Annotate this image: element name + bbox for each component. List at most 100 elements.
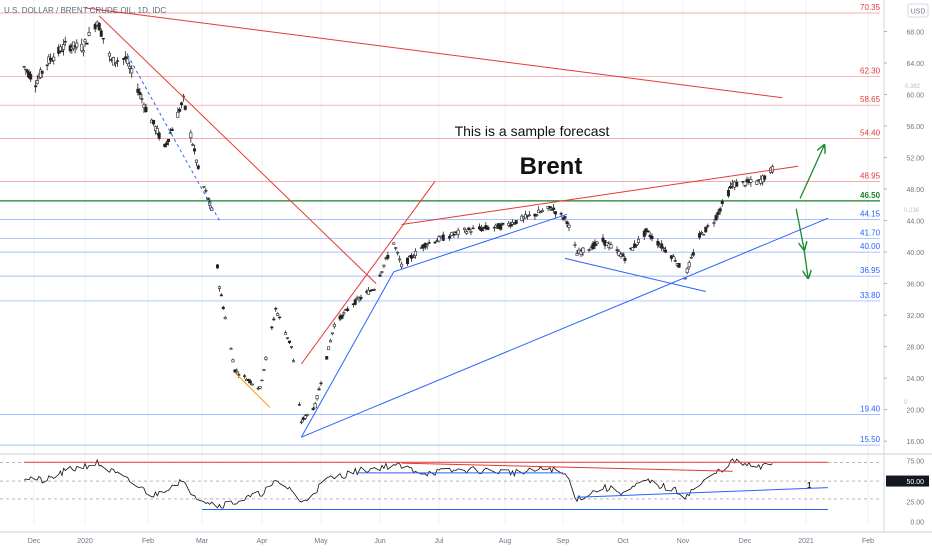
candle — [477, 223, 481, 231]
candle — [284, 330, 288, 335]
candle — [452, 231, 456, 238]
candle — [427, 239, 431, 245]
candle-body — [58, 46, 62, 52]
time-tick-label: Mar — [196, 538, 209, 545]
currency-button-frame[interactable] — [907, 3, 929, 18]
candle — [122, 57, 126, 66]
candle — [329, 338, 333, 343]
candle — [743, 184, 747, 188]
candle-body — [650, 236, 654, 240]
rsi-marker-label: 1 — [807, 481, 812, 490]
candle-body — [716, 211, 720, 215]
candle — [81, 46, 85, 57]
candle-body — [382, 264, 386, 267]
candle-body — [291, 360, 295, 363]
candle — [704, 226, 708, 233]
candle-body — [392, 242, 396, 245]
candle — [274, 306, 278, 312]
price-tick-label: 36.00 — [906, 282, 924, 289]
candle-body — [413, 251, 417, 257]
level-label: 36.95 — [860, 266, 881, 275]
candle-body — [673, 260, 677, 262]
candle-body — [97, 23, 101, 31]
candle — [299, 419, 303, 425]
candle-body — [260, 379, 264, 382]
time-tick-label: 2020 — [77, 538, 93, 545]
candle — [367, 287, 371, 295]
candle-body — [469, 231, 473, 233]
candle-body — [685, 268, 689, 273]
candle-body — [644, 228, 648, 233]
candle-body — [689, 257, 693, 259]
time-tick-label: Sep — [557, 538, 570, 545]
candle — [291, 358, 295, 363]
candle-body — [573, 244, 577, 246]
candle-body — [394, 247, 398, 249]
candle-body — [741, 180, 745, 183]
candle — [29, 71, 33, 83]
candle-body — [246, 379, 250, 381]
candle — [698, 230, 702, 240]
candle-body — [463, 227, 467, 230]
candle — [63, 36, 67, 47]
fib-ratio-label: 0.236 — [904, 208, 920, 214]
trendline — [300, 180, 436, 365]
candle-body — [700, 232, 704, 234]
candle — [565, 220, 569, 228]
candle — [330, 332, 334, 336]
forecast-annotation: This is a sample forecast — [455, 123, 610, 139]
candle — [99, 28, 103, 38]
candle — [58, 44, 62, 54]
candle — [763, 174, 767, 183]
candle-body — [467, 227, 471, 231]
candle — [52, 52, 56, 65]
candle — [246, 378, 250, 384]
candle — [178, 107, 182, 113]
candle-body — [80, 43, 84, 52]
candle — [623, 255, 627, 264]
candle-body — [687, 262, 691, 268]
candle — [313, 401, 317, 409]
candle — [660, 240, 664, 252]
price-tick-label: 48.00 — [906, 187, 924, 194]
candle — [262, 368, 266, 372]
candle — [111, 56, 115, 66]
time-tick-label: Jul — [435, 538, 444, 545]
candle-body — [101, 37, 105, 40]
candle-body — [34, 85, 38, 88]
level-label: 40.00 — [860, 242, 881, 251]
candle — [40, 70, 44, 78]
candle-body — [552, 207, 556, 210]
currency-button-label[interactable]: USD — [911, 9, 926, 16]
candle-body — [763, 175, 767, 180]
candle — [433, 241, 437, 244]
candle-body — [743, 185, 747, 187]
trendline — [301, 217, 829, 438]
candle-body — [22, 66, 26, 68]
candle — [272, 316, 276, 321]
candle-body — [329, 340, 333, 343]
candle-body — [554, 211, 558, 215]
candle — [664, 246, 668, 254]
rsi-trendline — [401, 462, 733, 472]
candle — [372, 288, 376, 292]
time-tick-label: Aug — [499, 538, 512, 545]
candle — [260, 379, 264, 382]
candle-body — [130, 68, 134, 74]
level-label: 46.50 — [860, 191, 881, 200]
currency-button[interactable]: USD — [907, 3, 929, 18]
candle-body — [664, 249, 668, 253]
candle — [671, 253, 675, 258]
candle-body — [550, 209, 554, 211]
candle — [71, 41, 75, 51]
candle — [456, 227, 460, 239]
candle — [662, 246, 666, 252]
candle — [718, 206, 722, 215]
candle — [386, 251, 390, 261]
candle-body — [48, 57, 52, 61]
candle — [469, 228, 473, 236]
candle — [124, 51, 128, 63]
candle — [319, 380, 323, 386]
